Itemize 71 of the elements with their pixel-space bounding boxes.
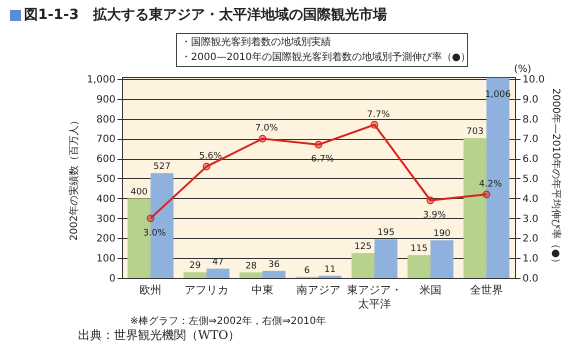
x-tick-label: 欧州 [140, 284, 162, 296]
data-label: 5.6% [199, 152, 222, 162]
data-label: 4.2% [479, 179, 502, 190]
y2-tick-label: 7.0 [522, 134, 538, 146]
point [482, 190, 490, 198]
y-tick-label: 300 [96, 214, 116, 225]
y2-tick-label: 8.0 [522, 114, 538, 126]
y-tick-label: 0 [109, 274, 116, 284]
bar [262, 270, 286, 278]
y-axis-title: 2002年の実績数（百万人） [68, 115, 80, 241]
text: ・国際観光客到着数の地域別実績 [181, 36, 331, 49]
point [370, 120, 378, 129]
bar [408, 255, 430, 278]
data-label: 527 [153, 162, 171, 172]
data-label: 29 [189, 261, 202, 272]
data-label: 190 [433, 229, 451, 240]
y-tick-label: 1,000 [86, 74, 116, 86]
x-tick-label: 米国 [419, 284, 442, 296]
x-tick-label: 東アジア・太平洋 [346, 284, 402, 310]
text: (%) [514, 64, 532, 75]
y-tick-label: 500 [96, 174, 116, 185]
data-label: 115 [410, 244, 428, 254]
bar [374, 239, 398, 278]
point [426, 196, 434, 204]
data-label: 3.9% [423, 210, 446, 220]
y-tick-label: 900 [96, 94, 116, 106]
data-label: 36 [268, 260, 280, 270]
data-label: 28 [245, 261, 258, 272]
data-label: 400 [130, 187, 148, 198]
point [202, 162, 210, 170]
text: ※棒グラフ：左側⇒2002年，右側⇒2010年 [130, 314, 326, 328]
bar [184, 272, 207, 278]
data-label: 7.7% [367, 110, 390, 120]
point [314, 140, 322, 149]
y2-tick-label: 6.0 [522, 154, 538, 166]
y2-tick-label: 0.0 [522, 274, 538, 284]
point [258, 134, 266, 143]
data-label: 125 [354, 242, 372, 252]
chart-title: 図1-1-3 拡大する東アジア・太平洋地域の国際観光市場 [24, 6, 387, 24]
data-label: 6 [304, 266, 310, 276]
text: ・2000—2010年の国際観光客到着数の地域別予測伸び率（●） [181, 50, 471, 64]
bar [430, 240, 454, 278]
y-tick-label: 200 [96, 234, 116, 245]
point [146, 214, 154, 222]
y-tick-label: 100 [96, 254, 116, 265]
data-label: 47 [212, 258, 224, 268]
y2-tick-label: 3.0 [522, 214, 538, 225]
y2-tick-label: 1.0 [522, 254, 538, 265]
data-label: 703 [466, 127, 484, 138]
data-label: 7.0% [255, 124, 278, 134]
y2-tick-label: 5.0 [522, 174, 538, 185]
source-note: 出典：世界観光機関（WTO） [78, 327, 240, 344]
data-label: 3.0% [143, 228, 166, 238]
y2-tick-label: 10.0 [522, 74, 545, 86]
y-tick-label: 400 [96, 194, 116, 205]
y-tick-label: 700 [96, 134, 116, 146]
y2-axis-title: 2000年—2010年の年平均伸び率（●） [550, 88, 562, 268]
y2-tick-label: 4.0 [522, 194, 538, 205]
bar [352, 253, 374, 278]
x-tick-label: 南アジア [296, 284, 340, 296]
data-label: 11 [324, 264, 336, 275]
y-tick-label: 800 [96, 114, 116, 126]
x-tick-label: アフリカ [184, 284, 229, 296]
x-tick-label: 中東 [252, 284, 274, 296]
bar [206, 268, 230, 278]
y2-tick-label: 2.0 [522, 234, 538, 245]
y2-tick-label: 9.0 [522, 94, 538, 106]
y-tick-label: 600 [96, 154, 116, 166]
bar [240, 272, 263, 278]
x-tick-label: 全世界 [470, 284, 503, 296]
data-label: 195 [377, 228, 395, 238]
